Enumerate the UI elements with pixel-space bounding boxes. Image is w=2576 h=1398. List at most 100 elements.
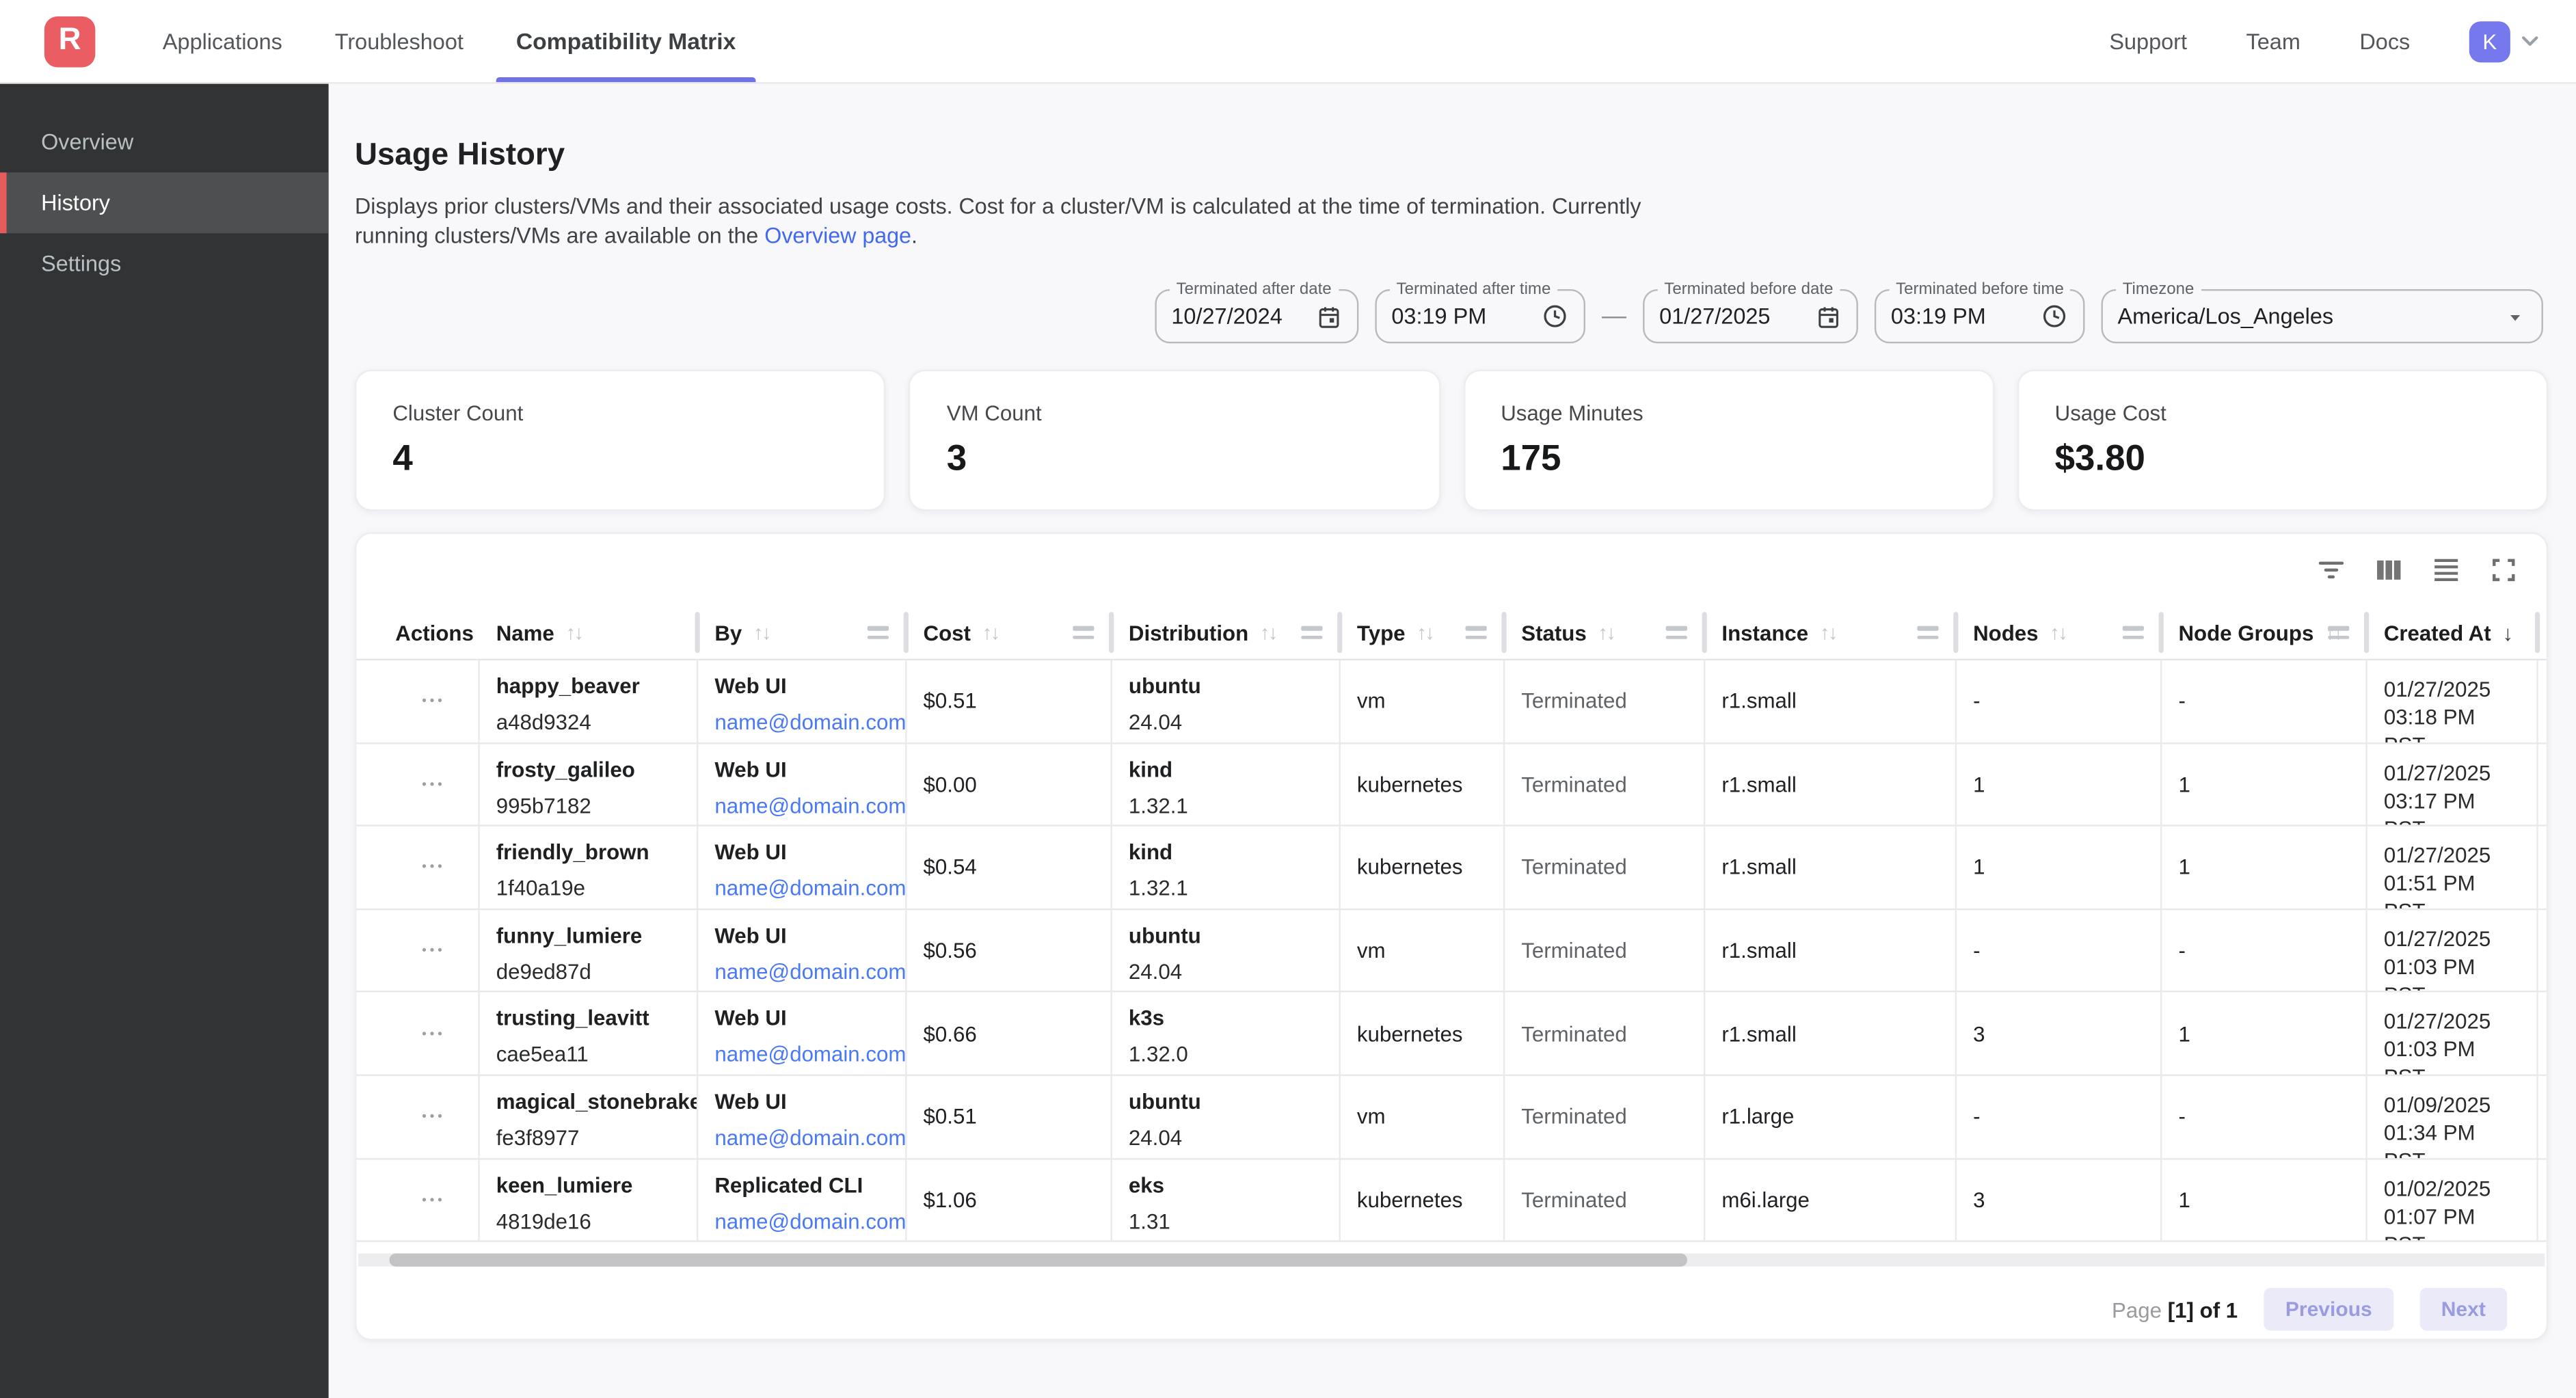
row-actions-button[interactable]: ••• [422,943,446,958]
column-header-by[interactable]: By ↑↓ [698,606,909,659]
nodes-cell: 3 [1957,993,2162,1075]
node-groups-cell: 1 [2162,993,2367,1075]
column-resize-handle[interactable] [867,626,889,639]
created-by-source: Web UI [714,673,787,699]
overview-page-link[interactable]: Overview page [764,222,911,247]
nav-item-applications[interactable]: Applications [162,29,282,54]
column-header-node-groups[interactable]: Node Groups ↑↓ [2162,606,2370,659]
email-link[interactable]: name@domain.com [714,710,907,735]
terminated-before-time-value[interactable]: 03:19 PM [1890,304,1986,329]
column-header-type[interactable]: Type ↑↓ [1341,606,1507,659]
sidebar-item-history[interactable]: History [0,172,329,234]
email-link[interactable]: name@domain.com [714,1042,907,1067]
column-header-created-at[interactable]: Created At ↓ [2367,606,2540,659]
created-time: 01:34 PM PST [2383,1120,2476,1157]
timezone-select[interactable]: Timezone America/Los_Angeles [2101,280,2543,344]
nav-item-troubleshoot[interactable]: Troubleshoot [334,29,464,54]
column-resize-handle[interactable] [1665,626,1687,639]
sidebar-item-settings[interactable]: Settings [41,251,122,276]
sort-icon[interactable]: ↑↓ [982,621,1000,644]
horizontal-scrollbar-thumb[interactable] [389,1253,1687,1267]
row-actions-button[interactable]: ••• [422,1109,446,1125]
terminated-before-time-field[interactable]: Terminated before time 03:19 PM [1874,280,2085,344]
dropdown-caret-icon[interactable] [2504,305,2527,328]
page-description: Displays prior clusters/VMs and their as… [355,192,1656,250]
instance-cell: r1.small [1705,743,1957,825]
nav-link-team[interactable]: Team [2246,29,2300,54]
created-by-source: Web UI [714,756,787,781]
email-link[interactable]: name@domain.com [714,792,907,818]
status-cell: Terminated [1505,660,1706,742]
clock-icon[interactable] [1541,302,1569,330]
column-header-instance[interactable]: Instance ↑↓ [1705,606,1959,659]
terminated-after-date-value[interactable]: 10/27/2024 [1171,304,1283,329]
timezone-value[interactable]: America/Los_Angeles [2117,304,2334,329]
row-actions-button[interactable]: ••• [422,1192,446,1207]
column-header-nodes[interactable]: Nodes ↑↓ [1957,606,2164,659]
replicated-logo[interactable]: R [44,15,96,67]
status-cell: Terminated [1505,826,1706,909]
type-cell: kubernetes [1341,743,1505,825]
sort-icon[interactable]: ↑↓ [1598,621,1616,644]
columns-icon[interactable] [2372,554,2405,587]
email-link[interactable]: name@domain.com [714,876,907,901]
nav-link-support[interactable]: Support [2109,29,2187,54]
horizontal-scrollbar-track[interactable] [358,1253,2545,1267]
row-actions-button[interactable]: ••• [422,1026,446,1041]
terminated-before-date-field[interactable]: Terminated before date 01/27/2025 [1643,280,1858,344]
row-actions-button[interactable]: ••• [422,693,446,709]
calendar-icon[interactable] [1316,303,1342,329]
column-header-distribution[interactable]: Distribution ↑↓ [1112,606,1343,659]
terminated-after-time-value[interactable]: 03:19 PM [1391,304,1487,329]
column-header-name[interactable]: Name ↑↓ [480,606,700,659]
column-separator [1109,612,1114,654]
avatar[interactable]: K [2469,21,2510,62]
sort-desc-icon[interactable]: ↓ [2502,620,2514,645]
previous-page-button[interactable]: Previous [2264,1287,2394,1331]
sort-icon[interactable]: ↑↓ [565,621,584,644]
density-icon[interactable] [2430,554,2463,587]
sort-icon[interactable]: ↑↓ [1417,621,1434,644]
sort-icon[interactable]: ↑↓ [753,621,771,644]
email-link[interactable]: name@domain.com [714,1125,907,1151]
sidebar-item-overview[interactable]: Overview [41,129,134,154]
column-resize-handle[interactable] [1917,626,1939,639]
terminated-after-time-field[interactable]: Terminated after time 03:19 PM [1375,280,1585,344]
column-header-cost[interactable]: Cost ↑↓ [907,606,1114,659]
column-header-status[interactable]: Status ↑↓ [1505,606,1707,659]
stat-cards: Cluster Count 4 VM Count 3 Usage Minutes… [355,369,2549,511]
sort-icon[interactable]: ↑↓ [2325,621,2343,644]
column-resize-handle[interactable] [2122,626,2144,639]
column-resize-handle[interactable] [1073,626,1095,639]
column-resize-handle[interactable] [1301,626,1323,639]
created-by-source: Web UI [714,922,787,948]
sort-icon[interactable]: ↑↓ [1819,621,1838,644]
nav-item-compatibility-matrix[interactable]: Compatibility Matrix [489,0,762,83]
table-row: ••• funny_lumiere de9ed87d Web UI name@dom… [356,909,2547,993]
created-date: 01/02/2025 [2383,1175,2491,1200]
sort-icon[interactable]: ↑↓ [2050,621,2067,644]
account-menu[interactable]: K [2469,21,2543,62]
sort-icon[interactable]: ↑↓ [1259,621,1278,644]
chevron-down-icon [2517,28,2543,54]
cluster-id: fe3f8977 [496,1125,580,1151]
table-row: ••• happy_beaver a48d9324 Web UI name@doma… [356,660,2547,744]
calendar-icon[interactable] [1815,303,1841,329]
column-separator [1953,612,1959,654]
row-actions-button[interactable]: ••• [422,859,446,875]
row-actions-button[interactable]: ••• [422,777,446,792]
clock-icon[interactable] [2041,302,2069,330]
filter-icon[interactable] [2315,554,2348,587]
nav-link-docs[interactable]: Docs [2359,29,2411,54]
column-resize-handle[interactable] [1465,626,1487,639]
terminated-after-date-label: Terminated after date [1169,280,1339,299]
next-page-button[interactable]: Next [2419,1287,2508,1331]
fullscreen-icon[interactable] [2487,554,2520,587]
created-date: 01/09/2025 [2383,1092,2491,1118]
email-link[interactable]: name@domain.com [714,958,907,984]
column-resize-handle[interactable] [2328,626,2350,639]
terminated-after-date-field[interactable]: Terminated after date 10/27/2024 [1155,280,1359,344]
terminated-before-date-value[interactable]: 01/27/2025 [1659,304,1771,329]
email-link[interactable]: name@domain.com [714,1208,907,1233]
terminated-before-time-label: Terminated before time [1889,280,2071,299]
